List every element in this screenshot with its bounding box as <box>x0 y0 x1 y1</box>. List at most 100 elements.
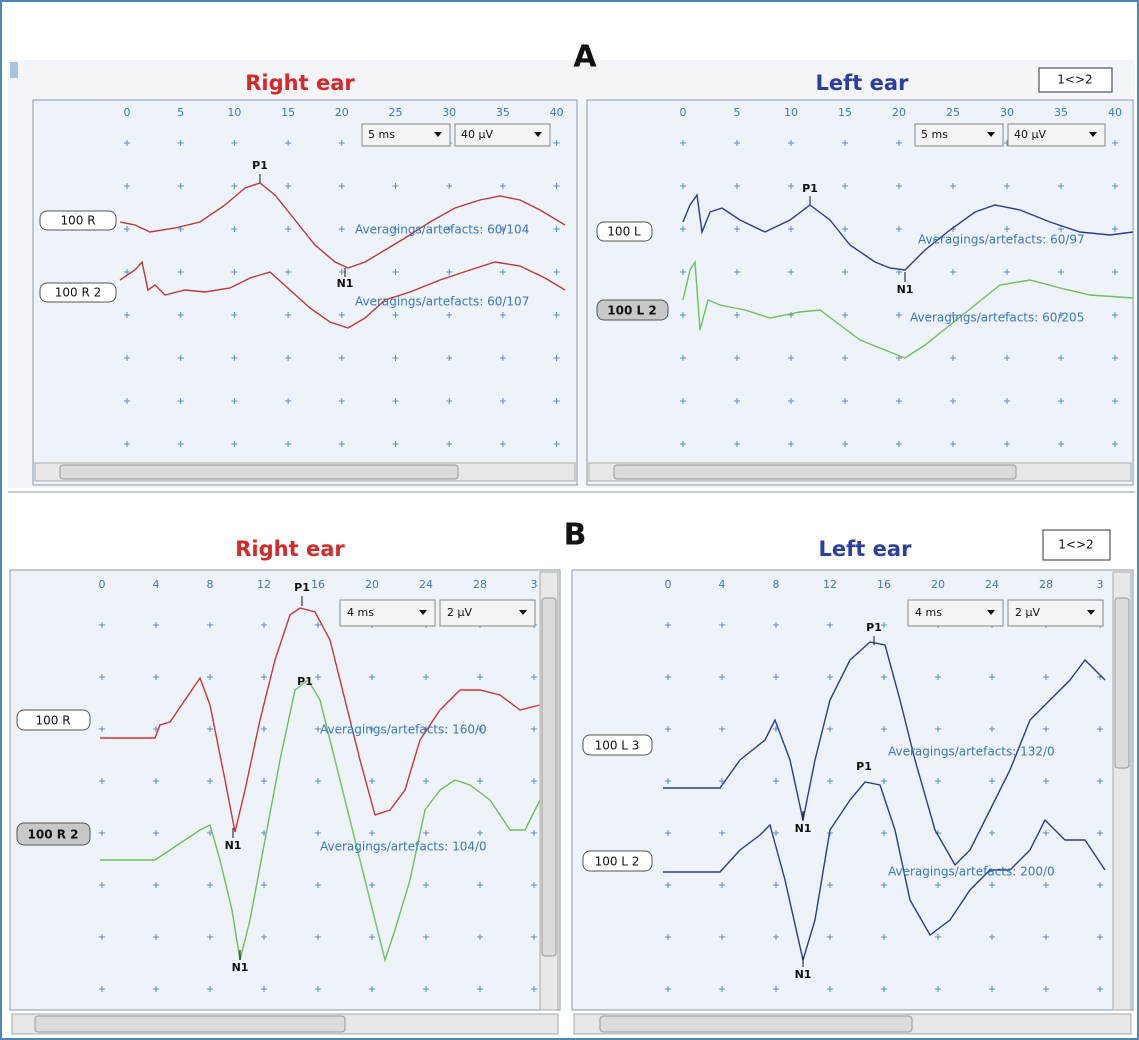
trace-label-box[interactable] <box>16 709 91 731</box>
trace-label[interactable]: 100 R 2 <box>28 828 79 842</box>
trace-label-box[interactable] <box>39 210 117 231</box>
grid-dot <box>680 441 686 447</box>
scroll-thumb[interactable] <box>541 597 557 957</box>
grid-dot <box>1112 398 1118 404</box>
trace-label[interactable]: 100 L 3 <box>595 739 640 753</box>
grid-dot <box>261 882 267 888</box>
waveform <box>119 260 566 329</box>
trace-label[interactable]: 100 L 2 <box>595 855 640 869</box>
grid-dot <box>896 140 902 146</box>
swap-button-label[interactable]: 1<>2 <box>1057 73 1092 87</box>
dropdown-value[interactable]: 40 µV <box>461 128 493 141</box>
trace-label-box[interactable] <box>596 221 653 242</box>
dropdown-value[interactable]: 40 µV <box>1014 128 1046 141</box>
peak-marker: P1 <box>294 581 310 594</box>
trace-label-box[interactable] <box>39 282 117 303</box>
grid-dot <box>1004 398 1010 404</box>
trace-label[interactable]: 100 L 2 <box>607 304 656 318</box>
grid-dot <box>124 183 130 189</box>
dropdown-value[interactable]: 4 ms <box>915 606 942 619</box>
dropdown[interactable] <box>1007 599 1104 627</box>
grid-dot <box>680 183 686 189</box>
grid-dot <box>1058 398 1064 404</box>
dropdown[interactable] <box>454 123 551 147</box>
grid-layer: 0 5 10 15 20 25 30 35 40 0 5 10 15 20 25 30 35 400 4 8 12 16 2… <box>99 106 1122 992</box>
grid-dot <box>392 441 399 447</box>
dropdown[interactable] <box>439 599 536 627</box>
trace-label-box[interactable] <box>16 822 91 846</box>
waveform <box>682 259 1134 359</box>
grid-dot <box>261 622 267 628</box>
x-tick-label: 24 <box>985 578 999 591</box>
x-tick-label: 8 <box>207 578 214 591</box>
grid-dot <box>285 140 292 146</box>
grid-dot <box>153 830 159 836</box>
grid-dot <box>177 140 184 146</box>
grid-dot <box>842 269 848 275</box>
trace-label[interactable]: 100 R <box>35 714 70 728</box>
dropdown[interactable] <box>1007 123 1106 147</box>
grid-dot <box>531 778 537 784</box>
grid-dot <box>773 934 779 940</box>
grid-dot <box>788 140 794 146</box>
grid-dot <box>734 355 740 361</box>
trace-label-box[interactable] <box>596 299 669 321</box>
grid-dot <box>719 882 725 888</box>
swap-button[interactable] <box>1038 67 1113 93</box>
dropdown-value[interactable]: 2 µV <box>1015 606 1040 619</box>
grid-dot <box>896 312 902 318</box>
grid-dot <box>935 882 941 888</box>
dropdown[interactable] <box>339 599 436 627</box>
scroll-thumb[interactable] <box>599 1015 913 1033</box>
dropdown-value[interactable]: 5 ms <box>368 128 395 141</box>
grid-dot <box>177 355 184 361</box>
peak-marker: P1 <box>856 760 872 773</box>
grid-dot <box>499 269 506 275</box>
grid-dot <box>1058 312 1064 318</box>
swap-button[interactable] <box>1042 529 1111 561</box>
dropdown[interactable] <box>907 599 1004 627</box>
scroll-thumb[interactable] <box>59 464 459 480</box>
swap-button-label[interactable]: 1<>2 <box>1058 538 1093 552</box>
scroll-thumb[interactable] <box>613 464 1017 480</box>
grid-dot <box>124 312 130 318</box>
trace-label-box[interactable] <box>582 850 653 872</box>
peak-marker: N1 <box>337 277 354 290</box>
grid-dot <box>553 140 560 146</box>
grid-dot <box>719 830 725 836</box>
grid-dot <box>446 441 453 447</box>
dropdown[interactable] <box>914 123 1004 147</box>
scroll-thumb[interactable] <box>34 1015 346 1033</box>
x-tick-label: 0 <box>99 578 106 591</box>
grid-dot <box>1058 269 1064 275</box>
trace-label[interactable]: 100 R 2 <box>55 286 102 300</box>
grid-dot <box>423 986 429 992</box>
trace-label[interactable]: 100 R <box>60 214 95 228</box>
grid-dot <box>99 622 105 628</box>
dropdown-value[interactable]: 5 ms <box>921 128 948 141</box>
grid-dot <box>881 622 887 628</box>
x-tick-label: 40 <box>550 106 564 119</box>
grid-dot <box>842 140 848 146</box>
scroll-thumb[interactable] <box>1114 597 1130 769</box>
dropdown-value[interactable]: 4 ms <box>347 606 374 619</box>
dropdown[interactable] <box>361 123 451 147</box>
grid-dot <box>989 934 995 940</box>
grid-dot <box>153 622 159 628</box>
x-tick-label: 20 <box>892 106 906 119</box>
x-tick-label: 3 <box>1097 578 1104 591</box>
x-tick-label: 10 <box>227 106 241 119</box>
trace-label-box[interactable] <box>582 734 653 756</box>
x-tick-label: 25 <box>389 106 403 119</box>
trace-label[interactable]: 100 L <box>607 225 641 239</box>
grid-dot <box>1043 986 1049 992</box>
x-tick-label: 30 <box>1000 106 1014 119</box>
grid-dot <box>1043 778 1049 784</box>
dropdown-value[interactable]: 2 µV <box>447 606 472 619</box>
grid-dot <box>338 355 345 361</box>
x-tick-label: 28 <box>473 578 487 591</box>
grid-dot <box>719 674 725 680</box>
averaging-info: Averagings/artefacts: 60/104 <box>355 223 529 237</box>
grid-dot <box>665 674 671 680</box>
grid-dot <box>950 398 956 404</box>
